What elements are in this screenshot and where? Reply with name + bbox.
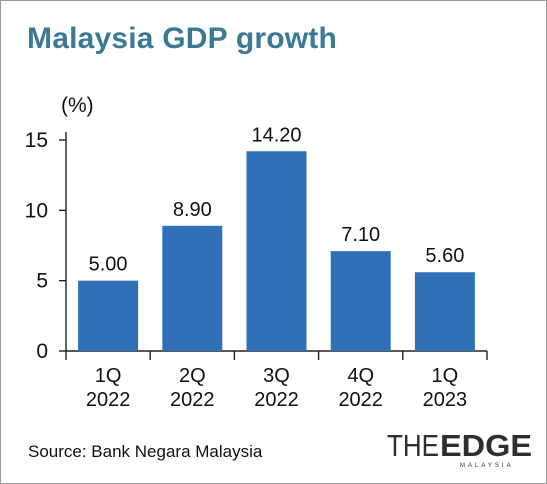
x-tick-label-quarter: 3Q bbox=[263, 365, 290, 387]
x-tick-label-year: 2022 bbox=[254, 389, 299, 411]
bar-value-label: 5.60 bbox=[425, 245, 464, 267]
x-tick-label-year: 2022 bbox=[338, 389, 383, 411]
bar bbox=[330, 251, 391, 351]
logo-region: MALAYSIA bbox=[460, 463, 514, 469]
x-tick-label-quarter: 1Q bbox=[432, 365, 459, 387]
bar-value-label: 14.20 bbox=[251, 124, 301, 146]
bar bbox=[414, 272, 475, 351]
y-axis-label: (%) bbox=[61, 94, 94, 117]
the-edge-logo: THE EDGE MALAYSIA bbox=[387, 428, 532, 469]
logo-edge: EDGE bbox=[440, 428, 532, 463]
bar-value-label: 5.00 bbox=[89, 254, 128, 276]
chart-title: Malaysia GDP growth bbox=[27, 22, 337, 55]
y-tick-label: 5 bbox=[36, 270, 48, 293]
x-tick-label-quarter: 2Q bbox=[179, 365, 206, 387]
logo-the: THE bbox=[387, 428, 439, 463]
source-note: Source: Bank Negara Malaysia bbox=[28, 442, 263, 461]
bar bbox=[246, 151, 307, 351]
x-tick-label-quarter: 1Q bbox=[95, 365, 122, 387]
y-tick-label: 10 bbox=[25, 199, 48, 222]
x-tick-label-year: 2023 bbox=[423, 389, 468, 411]
bar bbox=[162, 225, 223, 351]
x-tick-label-year: 2022 bbox=[86, 389, 131, 411]
y-tick-label: 0 bbox=[36, 340, 48, 363]
bar bbox=[78, 280, 139, 351]
x-tick-label-year: 2022 bbox=[170, 389, 215, 411]
x-tick-label-quarter: 4Q bbox=[347, 365, 374, 387]
bar-value-label: 8.90 bbox=[173, 199, 212, 221]
bar-value-label: 7.10 bbox=[341, 224, 380, 246]
y-tick-label: 15 bbox=[25, 129, 48, 152]
